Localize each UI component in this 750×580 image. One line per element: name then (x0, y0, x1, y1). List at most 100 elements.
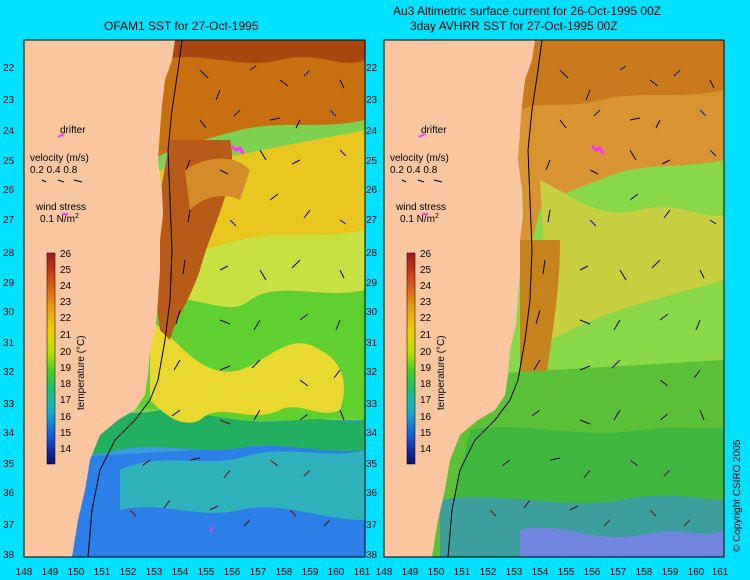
svg-text:22: 22 (3, 63, 15, 74)
svg-text:29: 29 (366, 278, 378, 289)
svg-text:26: 26 (420, 249, 432, 260)
svg-text:156: 156 (224, 567, 241, 578)
lat-axis-left: 22 23 24 25 26 27 28 29 30 31 32 33 34 3… (3, 63, 15, 561)
svg-text:33: 33 (3, 399, 15, 410)
svg-text:27: 27 (3, 215, 15, 226)
svg-text:150: 150 (68, 567, 85, 578)
svg-text:159: 159 (662, 567, 679, 578)
legend-wind-label: wind stress (35, 202, 86, 213)
right-map-title-line1: Au3 Altimetric surface current for 26-Oc… (393, 4, 662, 18)
legend-drifter-label: drifter (60, 125, 86, 136)
svg-text:35: 35 (3, 459, 15, 470)
svg-text:34: 34 (3, 428, 15, 439)
svg-text:23: 23 (420, 297, 432, 308)
colorbar-right (406, 252, 416, 465)
svg-text:38: 38 (3, 550, 15, 561)
svg-text:34: 34 (366, 428, 378, 439)
colorbar-ticks-right: 26 25 24 23 22 21 20 19 18 17 16 15 14 (420, 249, 432, 455)
svg-text:148: 148 (16, 567, 33, 578)
lat-axis-right: 22 23 24 25 26 27 28 29 30 31 32 33 34 3… (366, 63, 378, 561)
svg-text:15: 15 (60, 428, 72, 439)
svg-text:161: 161 (712, 567, 729, 578)
svg-text:31: 31 (366, 338, 378, 349)
drifter-track-right (590, 144, 605, 155)
colorbar-title-left: temperature (°C) (76, 335, 87, 410)
svg-text:36: 36 (366, 488, 378, 499)
svg-text:37: 37 (366, 520, 378, 531)
svg-text:26: 26 (366, 185, 378, 196)
svg-text:28: 28 (3, 248, 15, 259)
legend-left: drifter velocity (m/s) 0.2 0.4 0.8 wind … (30, 125, 89, 465)
svg-text:25: 25 (366, 156, 378, 167)
svg-text:16: 16 (60, 412, 72, 423)
svg-text:151: 151 (94, 567, 111, 578)
svg-text:158: 158 (276, 567, 293, 578)
svg-text:20: 20 (420, 347, 432, 358)
svg-text:35: 35 (366, 459, 378, 470)
legend-wind-scale-right: 0.1 N/m2 (400, 213, 439, 225)
svg-text:29: 29 (3, 278, 15, 289)
svg-text:15: 15 (420, 428, 432, 439)
legend-wind-label-right: wind stress (395, 202, 446, 213)
svg-text:30: 30 (3, 307, 15, 318)
svg-text:17: 17 (60, 395, 72, 406)
svg-text:155: 155 (558, 567, 575, 578)
svg-text:23: 23 (366, 95, 378, 106)
svg-text:24: 24 (366, 126, 378, 137)
svg-text:38: 38 (366, 550, 378, 561)
svg-text:160: 160 (688, 567, 705, 578)
svg-text:157: 157 (250, 567, 267, 578)
svg-text:18: 18 (420, 379, 432, 390)
svg-text:156: 156 (584, 567, 601, 578)
coastline-land-left (24, 40, 175, 557)
svg-text:153: 153 (146, 567, 163, 578)
svg-text:153: 153 (506, 567, 523, 578)
left-map-title: OFAM1 SST for 27-Oct-1995 (104, 19, 259, 33)
svg-text:148: 148 (376, 567, 393, 578)
svg-text:161: 161 (354, 567, 371, 578)
svg-text:24: 24 (420, 281, 432, 292)
svg-text:32: 32 (366, 367, 378, 378)
lon-axis-left: 148 149 150 151 152 153 154 155 156 157 … (16, 567, 371, 578)
legend-velocity-label: velocity (m/s) (30, 153, 89, 164)
left-map (24, 40, 365, 557)
svg-text:150: 150 (428, 567, 445, 578)
svg-text:25: 25 (420, 265, 432, 276)
svg-text:21: 21 (420, 330, 432, 341)
legend-velocity-scale: 0.2 0.4 0.8 (30, 165, 78, 176)
svg-text:23: 23 (3, 95, 15, 106)
svg-text:159: 159 (302, 567, 319, 578)
svg-text:26: 26 (60, 249, 72, 260)
svg-text:18: 18 (60, 379, 72, 390)
legend-drifter-label-right: drifter (421, 125, 447, 136)
legend-right: drifter velocity (m/s) 0.2 0.4 0.8 wind … (390, 125, 449, 465)
svg-text:24: 24 (3, 126, 15, 137)
svg-text:37: 37 (3, 520, 15, 531)
svg-text:157: 157 (610, 567, 627, 578)
svg-text:17: 17 (420, 395, 432, 406)
right-map-title-line2: 3day AVHRR SST for 27-Oct-1995 00Z (410, 19, 618, 33)
lon-axis-right: 148 149 150 151 152 153 154 155 156 157 … (376, 567, 729, 578)
svg-text:14: 14 (420, 444, 432, 455)
svg-text:158: 158 (636, 567, 653, 578)
svg-text:24: 24 (60, 281, 72, 292)
legend-velocity-scale-right: 0.2 0.4 0.8 (390, 165, 438, 176)
svg-text:154: 154 (532, 567, 549, 578)
svg-text:32: 32 (3, 367, 15, 378)
svg-text:25: 25 (60, 265, 72, 276)
svg-text:22: 22 (366, 63, 378, 74)
legend-velocity-label-right: velocity (m/s) (390, 153, 449, 164)
svg-text:154: 154 (172, 567, 189, 578)
coastline-land-right (384, 40, 535, 557)
svg-text:149: 149 (402, 567, 419, 578)
svg-text:30: 30 (366, 307, 378, 318)
svg-text:20: 20 (60, 347, 72, 358)
svg-text:19: 19 (60, 363, 72, 374)
svg-text:26: 26 (3, 185, 15, 196)
colorbar-title-right: temperature (°C) (436, 335, 447, 410)
svg-text:19: 19 (420, 363, 432, 374)
svg-text:31: 31 (3, 338, 15, 349)
right-map (384, 40, 724, 557)
svg-text:16: 16 (420, 412, 432, 423)
